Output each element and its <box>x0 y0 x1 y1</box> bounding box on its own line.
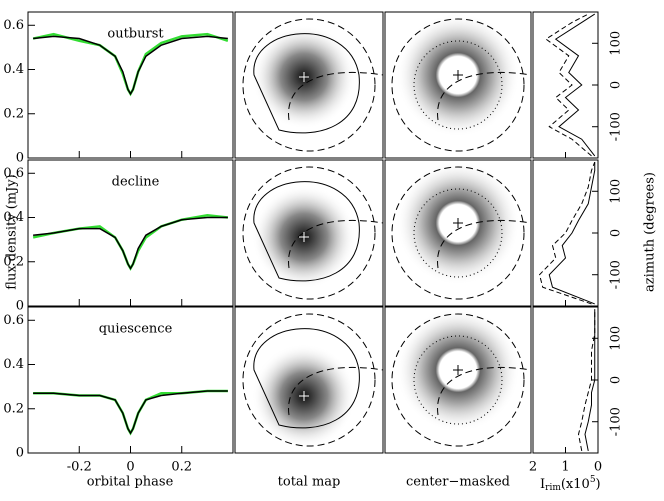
panel-frame <box>532 159 599 307</box>
flux-curve <box>32 32 229 97</box>
x-tick-label: -0.2 <box>67 460 92 475</box>
y-axis-label: flux density (mJy) <box>5 174 20 289</box>
rim-profile <box>577 309 596 452</box>
roche-lobe <box>391 166 525 300</box>
y-tick-label: 0 <box>609 81 624 89</box>
center-cross <box>299 391 309 401</box>
panel-title: outburst <box>107 27 164 42</box>
center-cross <box>453 70 463 80</box>
contour <box>253 33 360 134</box>
stream <box>437 71 532 121</box>
rim-label-mid: (x10 <box>561 477 590 492</box>
y-tick-label: 0.2 <box>3 106 24 121</box>
rim-label-sup: 5 <box>590 475 596 485</box>
map-label: total map <box>278 475 341 490</box>
y-tick-label: 0 <box>609 229 624 237</box>
center-cross <box>453 218 463 228</box>
x-tick-label: 1 <box>561 460 569 475</box>
y-tick-label: -100 <box>609 260 624 289</box>
center-cross <box>453 365 463 375</box>
x-tick-label: 0 <box>594 460 602 475</box>
flux-curve <box>33 389 228 436</box>
mask-circle <box>413 335 503 425</box>
y-tick-label: -100 <box>609 112 624 141</box>
y-tick-label: 100 <box>609 31 624 56</box>
mask-circle <box>413 188 503 278</box>
roche-lobe <box>242 166 376 300</box>
panel-frame <box>384 159 532 307</box>
panel-frame <box>234 159 384 307</box>
y-tick-label: 100 <box>609 326 624 351</box>
roche-lobe <box>242 313 376 447</box>
stream <box>288 219 384 269</box>
flux-curve <box>32 214 229 271</box>
x-axis-label: orbital phase <box>87 475 174 490</box>
panel-title: decline <box>112 175 160 190</box>
flux-curve <box>33 390 228 435</box>
flux-curve <box>33 216 228 270</box>
right-axis-label: azimuth (degrees) <box>643 172 658 292</box>
panel-frame <box>234 11 384 159</box>
stream <box>437 219 532 269</box>
panel-frame <box>384 11 532 159</box>
x-tick-label: 2 <box>529 460 537 475</box>
stream <box>288 71 384 121</box>
rim-profile <box>545 13 592 157</box>
rim-label-end: ) <box>596 477 601 492</box>
panel-frame <box>384 306 532 454</box>
rim-profile <box>554 13 596 157</box>
rim-profile <box>548 162 596 305</box>
y-tick-label: 0.6 <box>3 18 24 33</box>
contour <box>253 328 360 429</box>
y-tick-label: -100 <box>609 407 624 436</box>
y-tick-label: 0.6 <box>3 313 24 328</box>
panel-frame <box>234 306 384 454</box>
stream <box>437 366 532 416</box>
y-tick-label: 0 <box>16 151 24 166</box>
y-tick-label: 0.6 <box>3 166 24 181</box>
rim-label: Irim(x105) <box>540 475 601 493</box>
y-tick-label: 100 <box>609 179 624 204</box>
panel-frame <box>532 306 599 454</box>
mask-circle <box>413 40 503 130</box>
y-tick-label: 0.2 <box>3 254 24 269</box>
contour <box>253 181 360 282</box>
y-tick-label: 0.2 <box>3 401 24 416</box>
x-tick-label: 0 <box>126 460 134 475</box>
y-tick-label: 0 <box>609 376 624 384</box>
y-tick-label: 0 <box>16 299 24 314</box>
y-tick-label: 0 <box>16 446 24 461</box>
map-label: center−masked <box>406 475 510 490</box>
y-tick-label: 0.4 <box>3 62 24 77</box>
roche-lobe <box>391 313 525 447</box>
x-tick-label: 0.2 <box>171 460 192 475</box>
y-tick-label: 0.4 <box>3 210 24 225</box>
rim-profile <box>538 161 596 305</box>
rim-label-main: I <box>540 477 545 492</box>
roche-lobe <box>242 18 376 152</box>
flux-curve <box>33 35 228 96</box>
stream <box>288 366 384 416</box>
rim-label-sub: rim <box>545 483 561 493</box>
center-cross <box>299 72 309 82</box>
panel-title: quiescence <box>99 322 173 337</box>
roche-lobe <box>391 18 525 152</box>
center-cross <box>299 232 309 242</box>
y-tick-label: 0.4 <box>3 357 24 372</box>
